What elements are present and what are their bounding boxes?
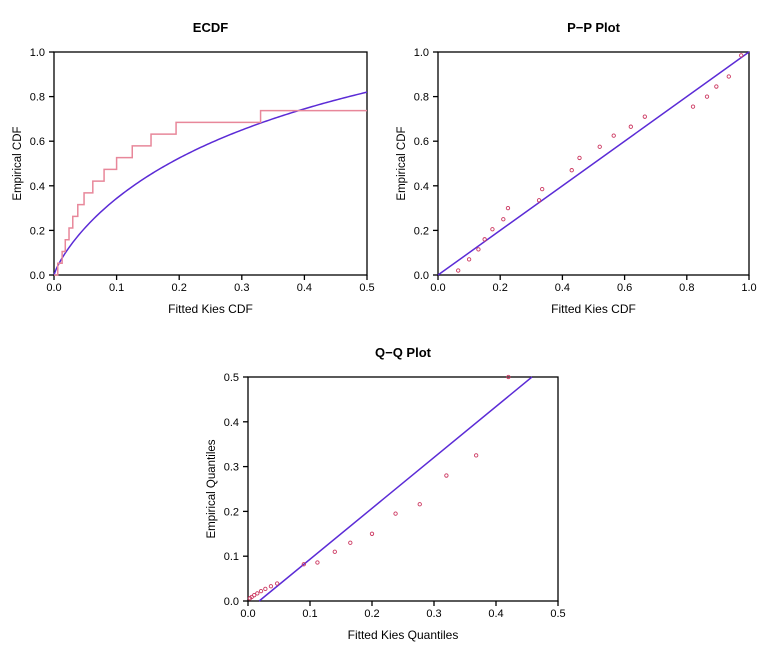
svg-text:0.0: 0.0 <box>46 282 61 294</box>
svg-text:0.5: 0.5 <box>550 608 565 620</box>
svg-text:0.0: 0.0 <box>430 282 445 294</box>
svg-text:Empirical CDF: Empirical CDF <box>12 126 24 200</box>
svg-text:0.3: 0.3 <box>426 608 441 620</box>
svg-text:0.0: 0.0 <box>240 608 255 620</box>
svg-text:0.0: 0.0 <box>414 270 429 282</box>
svg-text:ECDF: ECDF <box>193 20 228 35</box>
svg-text:0.1: 0.1 <box>302 608 317 620</box>
svg-text:0.8: 0.8 <box>414 92 429 104</box>
svg-text:0.2: 0.2 <box>224 506 239 518</box>
svg-text:0.6: 0.6 <box>414 136 429 148</box>
svg-text:Empirical Quantiles: Empirical Quantiles <box>206 439 218 538</box>
svg-text:0.6: 0.6 <box>30 136 45 148</box>
svg-text:0.4: 0.4 <box>488 608 503 620</box>
svg-text:0.3: 0.3 <box>234 282 249 294</box>
svg-text:0.4: 0.4 <box>30 181 45 193</box>
svg-text:Fitted Kies CDF: Fitted Kies CDF <box>551 302 636 316</box>
svg-text:0.6: 0.6 <box>617 282 632 294</box>
svg-text:0.2: 0.2 <box>364 608 379 620</box>
svg-text:0.2: 0.2 <box>172 282 187 294</box>
svg-text:0.4: 0.4 <box>414 181 429 193</box>
svg-text:0.2: 0.2 <box>493 282 508 294</box>
svg-text:1.0: 1.0 <box>30 47 45 59</box>
svg-text:0.2: 0.2 <box>414 225 429 237</box>
svg-text:Fitted Kies Quantiles: Fitted Kies Quantiles <box>348 628 459 642</box>
svg-text:0.2: 0.2 <box>30 225 45 237</box>
svg-text:0.3: 0.3 <box>224 462 239 474</box>
svg-text:P−P Plot: P−P Plot <box>567 20 621 35</box>
svg-text:1.0: 1.0 <box>414 47 429 59</box>
svg-text:0.4: 0.4 <box>297 282 312 294</box>
svg-text:0.8: 0.8 <box>679 282 694 294</box>
svg-text:0.0: 0.0 <box>30 270 45 282</box>
svg-text:0.1: 0.1 <box>224 551 239 563</box>
svg-text:Q−Q Plot: Q−Q Plot <box>375 345 432 360</box>
svg-text:0.4: 0.4 <box>555 282 570 294</box>
svg-text:1.0: 1.0 <box>741 282 756 294</box>
svg-text:0.0: 0.0 <box>224 596 239 608</box>
svg-text:Empirical CDF: Empirical CDF <box>396 126 408 200</box>
svg-text:0.4: 0.4 <box>224 417 239 429</box>
svg-text:0.1: 0.1 <box>109 282 124 294</box>
svg-text:0.8: 0.8 <box>30 92 45 104</box>
svg-text:0.5: 0.5 <box>224 372 239 384</box>
svg-text:Fitted Kies CDF: Fitted Kies CDF <box>168 302 253 316</box>
svg-text:0.5: 0.5 <box>359 282 374 294</box>
